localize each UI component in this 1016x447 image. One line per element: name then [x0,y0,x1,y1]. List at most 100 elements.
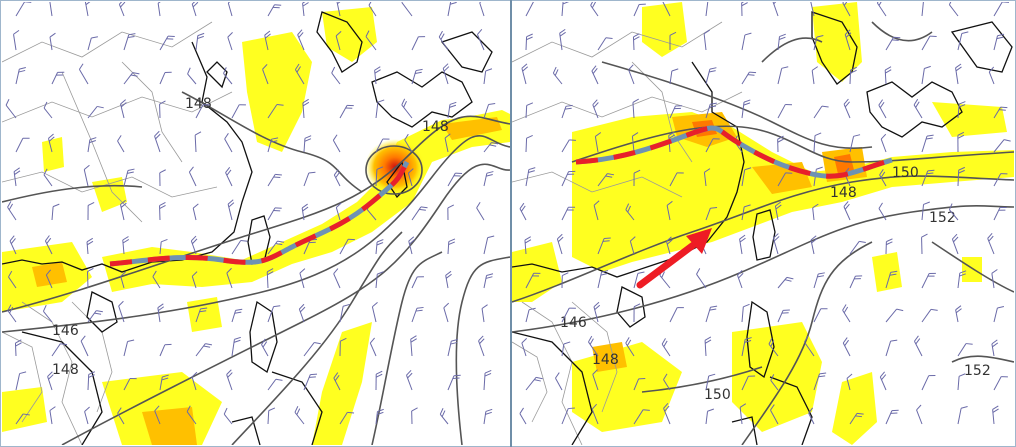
wind-barb-icon [633,303,641,323]
wind-barb-icon [479,2,485,17]
wind-barb-icon [591,403,599,425]
precip-area [812,2,862,82]
wind-barb-icon [42,304,53,323]
wind-barb-icon [375,408,384,425]
wind-barb-icon [365,30,377,51]
wind-barb-icon [813,372,827,391]
wind-barb-icon [375,166,384,187]
wind-barb-icon [957,406,968,425]
wind-barb-icon [661,338,671,357]
wind-barb-icon [993,376,1008,391]
wind-barb-icon [187,67,197,85]
wind-barb-icon [957,270,967,289]
wind-barb-icon [266,268,274,289]
wind-barb-icon [813,308,828,323]
stationary-front-right [575,125,893,179]
contour-label: 148 [592,352,619,368]
wind-barb-icon [921,201,930,221]
wind-barb-icon [993,106,1008,119]
wind-barb-icon [632,98,639,119]
wind-barb-icon [335,30,342,51]
wind-barb-icon [303,171,316,187]
wind-barb-icon [15,2,32,17]
wind-barb-icon [885,270,898,289]
wind-barb-icon [194,131,202,153]
contour-label: 152 [964,363,991,379]
wind-barb-icon [159,343,172,357]
wind-barb-icon [880,133,887,153]
wind-barb-icon [297,29,305,51]
contour-label: 152 [929,210,956,226]
wind-barb-icon [335,202,342,221]
wind-barb-icon [339,104,354,119]
map-right-svg: 150 148 152 146 148 150 152 [512,2,1014,445]
wind-barb-icon [813,105,829,119]
wind-barb-icon [332,134,341,153]
wind-barb-icon [227,32,233,51]
wind-barb-icon [813,132,822,153]
precip-area [442,117,502,140]
wind-barb-icon [123,378,137,391]
wind-barb-icon [411,306,424,323]
wind-barb-icon [777,276,794,289]
wind-barb-icon [705,67,717,85]
wind-barb-icon [15,413,30,425]
contour-labels-right: 150 148 152 146 148 150 152 [560,165,991,403]
wind-barb-icon [561,407,575,425]
wind-barb-icon [267,137,279,153]
wind-barb-icon [991,339,999,357]
wind-barb-icon [154,405,161,425]
wind-barb-icon [159,374,169,391]
wind-barb-icon [333,372,341,391]
wind-barb-icon [992,405,999,425]
wind-barb-icon [525,307,536,323]
wind-barb-icon [810,235,818,255]
precip-area [42,137,64,172]
wind-barb-icon [49,2,53,17]
wind-barb-icon [739,234,746,255]
wind-barb-icon [333,268,341,289]
wind-barbs-right [519,2,1011,425]
wind-barb-icon [83,164,90,187]
precip-area [572,112,1014,272]
wind-barb-icon [86,267,94,289]
wind-barb-icon [368,2,377,17]
wind-barb-icon [669,31,677,51]
wind-barb-icon [267,407,276,425]
wind-barb-icon [298,303,306,323]
wind-barb-icon [842,2,851,17]
wind-barb-icon [227,199,235,221]
wind-barb-icon [9,235,17,255]
wind-barb-icon [267,207,282,221]
wind-barb-icon [47,133,55,153]
wind-barb-icon [157,2,164,17]
wind-barb-icon [476,201,485,221]
wind-barb-icon [5,98,17,119]
map-panel-left: 148 148 146 148 [2,2,510,445]
wind-barb-icon [231,336,241,357]
wind-barb-icon [741,337,752,357]
wind-barb-icon [303,135,312,153]
wind-barb-icon [331,66,341,85]
wind-barb-icon [885,36,901,51]
wind-barb-icon [8,270,17,289]
wind-barb-icon [159,169,166,187]
wind-barb-icon [633,3,646,17]
wind-barb-icon [777,135,784,153]
wind-barb-icon [411,68,423,85]
wind-barb-icon [447,101,457,119]
precip-area [322,7,377,62]
wind-barb-icon [336,2,343,17]
wind-barb-icon [777,309,790,323]
wind-barb-icon [843,98,851,119]
wind-barb-icon [879,169,887,187]
wind-barb-icon [955,63,962,85]
wind-barb-icon [369,337,377,357]
wind-barb-icon [87,36,98,51]
wind-barb-icon [7,201,17,221]
wind-barb-icon [447,374,461,391]
wind-barb-icon [993,139,1011,153]
wind-barb-icon [483,68,493,85]
wind-barb-icon [561,206,576,221]
wind-barb-icon [921,308,938,323]
